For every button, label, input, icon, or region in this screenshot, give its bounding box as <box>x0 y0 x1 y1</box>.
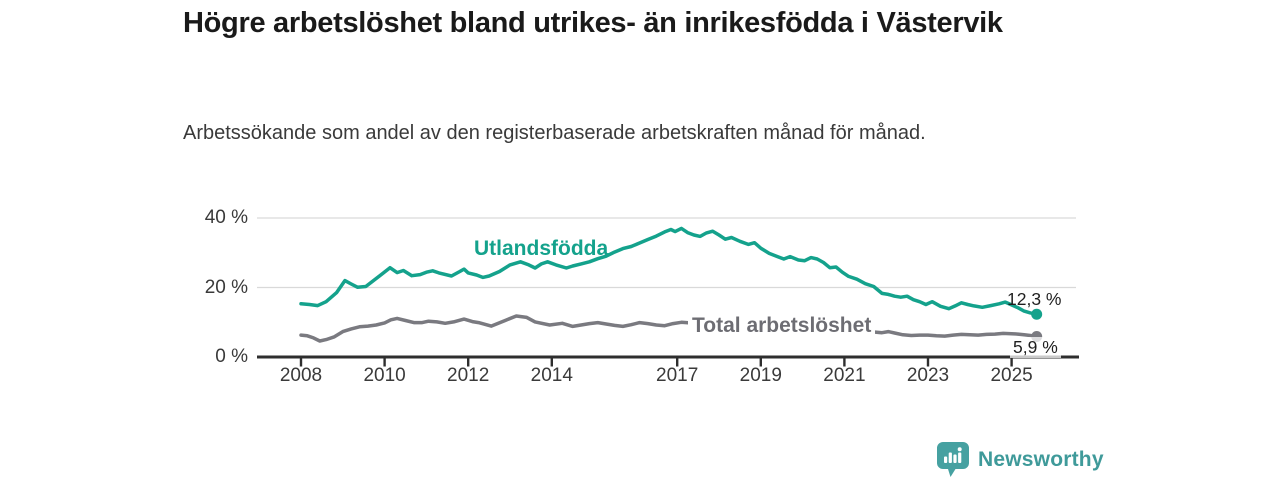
y-axis-label-40: 40 % <box>204 207 248 228</box>
x-axis-label-2017: 2017 <box>656 365 699 386</box>
y-axis-label-0: 0 % <box>215 346 248 367</box>
series-label-total: Total arbetslöshet <box>688 313 876 339</box>
newsworthy-logo: Newsworthy <box>936 441 1104 478</box>
x-axis-label-2010: 2010 <box>363 365 406 386</box>
series-line-utlandsfodda <box>299 226 1039 317</box>
end-value-total: 5,9 % <box>1010 337 1061 358</box>
x-axis-label-2008: 2008 <box>279 365 323 386</box>
chart-subtitle: Arbetssökande som andel av den registerb… <box>183 122 926 144</box>
x-axis-label-2012: 2012 <box>447 365 490 386</box>
chart-title: Högre arbetslöshet bland utrikes- än inr… <box>183 7 1003 39</box>
newsworthy-logo-text: Newsworthy <box>978 447 1104 471</box>
x-axis-label-2025: 2025 <box>990 365 1033 386</box>
newsworthy-logo-icon <box>937 442 969 477</box>
x-axis-label-2014: 2014 <box>530 365 573 386</box>
x-axis-label-2021: 2021 <box>823 365 866 386</box>
y-axis-label-20: 20 % <box>204 276 248 298</box>
x-axis-label-2019: 2019 <box>739 365 782 386</box>
x-axis-label-2023: 2023 <box>906 365 950 386</box>
end-value-utlandsfodda: 12,3 % <box>1007 289 1062 309</box>
series-label-utlandsfodda: Utlandsfödda <box>474 237 609 260</box>
series-end-dot-utlandsfodda <box>1031 308 1043 320</box>
series-line-total <box>299 314 1039 343</box>
